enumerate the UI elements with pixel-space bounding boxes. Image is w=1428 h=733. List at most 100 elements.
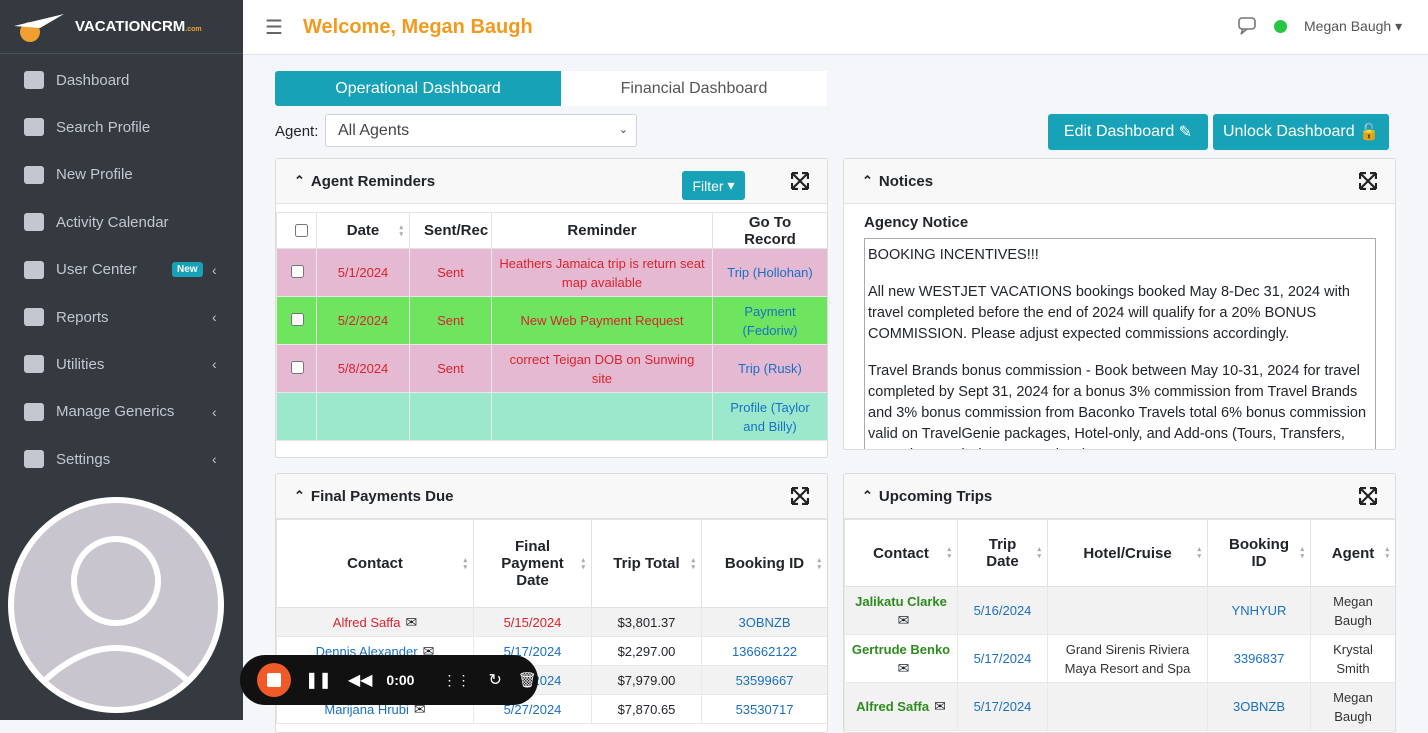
status-dot [1274, 20, 1287, 33]
menu-item[interactable]: Search Profile [0, 105, 243, 149]
checkbox[interactable] [290, 361, 304, 374]
menu-item[interactable]: Reports ‹ [0, 295, 243, 339]
filter-label: Filter [692, 177, 724, 194]
record[interactable]: Trip (Hollohan) [727, 265, 813, 280]
menu-item[interactable]: Activity Calendar [0, 200, 243, 244]
restart-button[interactable]: ↻ [488, 672, 502, 689]
booking-id[interactable]: YNHYUR [1231, 603, 1287, 618]
contact[interactable]: Marijana Hrubi [324, 701, 409, 717]
column-header[interactable]: Reminder [491, 212, 713, 249]
table-wrap: ContactTrip DateHotel/CruiseBooking IDAg… [844, 519, 1395, 731]
column-header[interactable]: Date [316, 212, 410, 249]
table-cell: Trip (Hollohan) [712, 248, 827, 297]
table-cell: Alfred Saffa ✉ [844, 682, 958, 731]
logo[interactable]: VACATIONCRM.com [0, 0, 243, 54]
menu-item[interactable]: Dashboard [0, 58, 243, 102]
checkbox[interactable] [290, 265, 304, 278]
submenu-arrow: ‹ [212, 261, 217, 278]
column-header[interactable]: Go To Record [712, 212, 827, 249]
contact[interactable]: Dennis Alexander [315, 643, 418, 659]
booking-id[interactable]: 136662122 [731, 643, 798, 659]
stop-button[interactable] [257, 663, 291, 697]
menu-icon [24, 402, 44, 421]
mail-icon[interactable]: ✉ [422, 642, 435, 659]
record[interactable]: Trip (Rusk) [738, 361, 802, 376]
menu-item[interactable]: Utilities ‹ [0, 342, 243, 386]
column-header[interactable]: Sent/Rec [409, 212, 492, 249]
booking-id[interactable]: 53530717 [735, 701, 794, 717]
grid-button[interactable]: ⋮⋮ [442, 671, 471, 688]
rewind-button[interactable]: ◀◀ [347, 672, 373, 689]
menu-icon [24, 165, 44, 184]
brand: VACATIONCRM.com [75, 18, 202, 35]
menu-item[interactable]: New Profile [0, 153, 243, 197]
column-header[interactable]: Trip Date [957, 519, 1048, 587]
date[interactable]: 5/16/2024 [973, 603, 1032, 618]
contact[interactable]: Gertrude Benko [851, 641, 951, 657]
column-header[interactable]: Contact [276, 519, 474, 608]
column-header[interactable]: Contact [844, 519, 958, 587]
unlock-button[interactable]: Unlock Dashboard 🔓 [1213, 114, 1389, 150]
notice-box: BOOKING INCENTIVES!!! All new WESTJET VAC… [864, 238, 1376, 449]
menu-item[interactable]: Settings ‹ [0, 437, 243, 481]
contact[interactable]: Jalikatu Clarke [855, 593, 947, 609]
table-cell: $7,979.00 [591, 665, 702, 695]
column-header[interactable]: Hotel/Cruise [1047, 519, 1208, 587]
record[interactable]: Payment (Fedoriw) [742, 303, 798, 338]
menu-icon [24, 450, 44, 469]
booking-id[interactable]: 3OBNZB [1232, 699, 1285, 714]
user-menu[interactable]: Megan Baugh ▾ [1304, 18, 1403, 34]
menu-toggle[interactable]: ☰ [265, 17, 283, 39]
menu-item[interactable]: User Center New ‹ [0, 248, 243, 292]
sidebar: VACATIONCRM.com Dashboard Search Profile N… [0, 0, 243, 720]
mail-icon[interactable]: ✉ [405, 613, 418, 630]
menu-badge: New [172, 262, 203, 278]
contact[interactable]: Alfred Saffa [856, 699, 930, 714]
menu-label: New Profile [56, 166, 133, 184]
booking-id[interactable]: 3396837 [1233, 651, 1285, 666]
table-cell: 3396837 [1207, 634, 1311, 683]
tab[interactable]: Operational Dashboard [275, 71, 561, 106]
delete-button[interactable]: 🗑 [517, 672, 537, 689]
contact[interactable]: Alfred Saffa [332, 614, 401, 630]
column-header[interactable]: Agent [1310, 519, 1395, 587]
date[interactable]: 5/17/2024 [973, 651, 1032, 666]
date[interactable]: 5/17/2024 [503, 643, 562, 659]
mail-icon[interactable]: ✉ [897, 611, 910, 628]
column-header[interactable]: Trip Total [591, 519, 702, 608]
expand-icon[interactable] [791, 172, 809, 190]
date[interactable]: 5/15/2024 [503, 614, 562, 630]
booking-id[interactable]: 3OBNZB [738, 614, 791, 630]
record[interactable]: Profile (Taylor and Billy) [730, 399, 810, 434]
menu-label: Activity Calendar [56, 213, 169, 231]
recorder-time: 0:00 [386, 672, 415, 688]
mail-icon[interactable]: ✉ [934, 698, 946, 714]
chat-icon[interactable] [1237, 16, 1259, 36]
pause-button[interactable]: ❚❚ [305, 672, 332, 689]
table-row: Profile (Taylor and Billy) [276, 392, 827, 441]
agent-select[interactable]: All Agents ⌄ [325, 114, 637, 147]
expand-icon[interactable] [1359, 487, 1377, 505]
checkbox[interactable] [290, 313, 304, 326]
expand-icon[interactable] [791, 487, 809, 505]
date[interactable]: 5/17/2024 [973, 699, 1032, 714]
menu-label: Dashboard [56, 71, 130, 89]
table-cell: Profile (Taylor and Billy) [712, 392, 827, 441]
column-header[interactable]: Booking ID [701, 519, 827, 608]
mail-icon[interactable]: ✉ [413, 700, 426, 717]
date[interactable]: 5/27/2024 [503, 701, 562, 717]
sent: Sent [437, 265, 464, 280]
tab[interactable]: Financial Dashboard [561, 71, 827, 106]
filter-button[interactable]: Filter ▾ [682, 171, 745, 200]
table-cell [1047, 682, 1208, 731]
column-header[interactable]: Final Payment Date [473, 519, 592, 608]
checkbox[interactable] [295, 223, 308, 237]
edit-button[interactable]: Edit Dashboard ✎ [1048, 114, 1208, 150]
expand-icon[interactable] [1359, 172, 1377, 190]
booking-id[interactable]: 53599667 [735, 672, 794, 688]
column-header[interactable]: Booking ID [1207, 519, 1311, 587]
menu-item[interactable]: Manage Generics ‹ [0, 390, 243, 434]
table-cell: 5/1/2024 [316, 248, 410, 297]
mail-icon[interactable]: ✉ [897, 659, 910, 676]
